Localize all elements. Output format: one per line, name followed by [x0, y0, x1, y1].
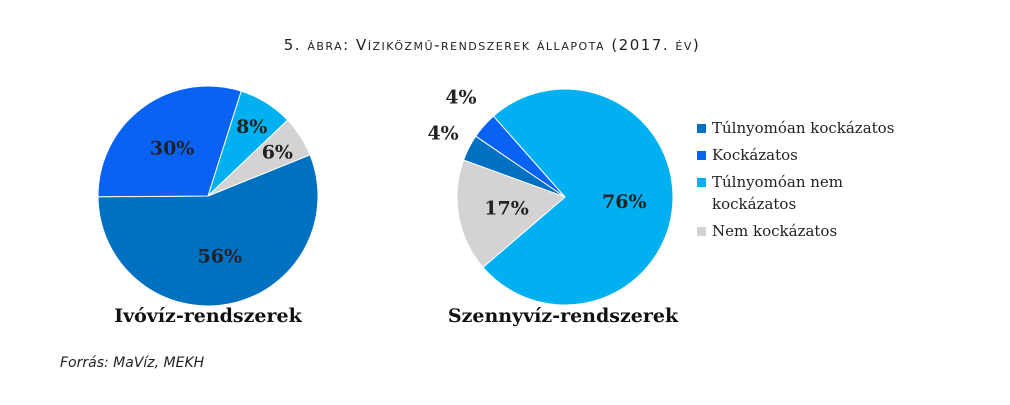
data-label: 30% — [150, 137, 195, 159]
data-label: 76% — [602, 191, 647, 213]
legend-label: Nem kockázatos — [712, 222, 837, 240]
pie-title: Ivóvíz-rendszerek — [114, 305, 302, 327]
legend-label: Kockázatos — [712, 146, 798, 164]
source: Forrás: MaVíz, MEKH — [60, 355, 205, 371]
legend-label: Túlnyomóan kockázatos — [712, 119, 894, 137]
data-label: 8% — [236, 116, 267, 138]
pie-slice — [97, 154, 319, 307]
figure-title: 5. ábra: Víziközmű-rendszerek állapota (… — [284, 36, 700, 54]
legend-swatch — [697, 227, 706, 236]
data-label: 6% — [262, 141, 293, 163]
data-label: 56% — [198, 245, 243, 267]
legend-swatch — [697, 178, 706, 187]
pie-slice — [97, 85, 242, 198]
pie-slice — [456, 159, 566, 268]
pie-slice — [207, 119, 311, 197]
legend-swatch — [697, 151, 706, 160]
pie-slice — [482, 88, 674, 306]
legend-swatch — [697, 124, 706, 133]
data-label: 17% — [484, 198, 529, 220]
legend-label: Túlnyomóan nem kockázatos — [712, 173, 843, 213]
data-label: 4% — [445, 86, 476, 108]
data-label: 4% — [427, 123, 458, 145]
pie-title: Szennyvíz-rendszerek — [448, 305, 679, 327]
